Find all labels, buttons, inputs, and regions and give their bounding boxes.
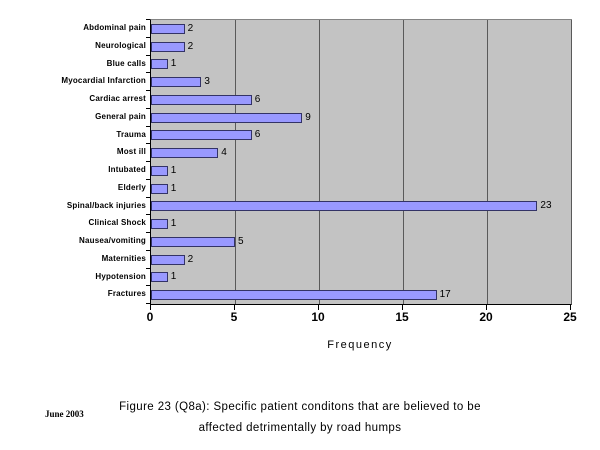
x-axis-tick: [234, 304, 235, 310]
bar: [151, 112, 302, 123]
figure-caption-line2: affected detrimentally by road humps: [198, 422, 402, 434]
x-axis-tick: [570, 304, 571, 310]
y-axis-tick: [146, 268, 150, 269]
category-label: Hypotension: [95, 271, 146, 281]
x-axis-tick: [486, 304, 487, 310]
x-axis-tick: [150, 304, 151, 310]
x-axis-tick-label: 20: [479, 310, 493, 324]
gridline: [570, 20, 572, 304]
bar: [151, 94, 252, 105]
bar: [151, 165, 168, 176]
y-axis-tick: [146, 250, 150, 251]
y-axis-tick: [146, 197, 150, 198]
gridline: [234, 20, 236, 304]
x-axis-tick-label: 5: [230, 310, 238, 324]
category-label: Clinical Shock: [88, 218, 146, 228]
y-axis-tick: [146, 179, 150, 180]
category-label: Fractures: [107, 289, 146, 299]
y-axis-tick: [146, 303, 150, 304]
value-label: 1: [170, 218, 177, 230]
category-label: Intubated: [108, 165, 146, 174]
bar: [151, 201, 537, 212]
value-label: 5: [238, 235, 244, 247]
bar: [151, 290, 437, 301]
category-label: Spinal/back injuries: [66, 200, 146, 210]
bar: [151, 254, 185, 265]
category-axis: Abdominal pain Neurological Blue calls Myoc…: [0, 19, 146, 303]
y-axis-tick: [146, 37, 150, 38]
value-label: 17: [439, 289, 451, 301]
value-label: 2: [187, 22, 194, 34]
category-label: General pain: [95, 111, 146, 121]
category-label: Nausea/vomiting: [78, 236, 146, 245]
value-label: 3: [204, 76, 210, 88]
category-label: Maternities: [101, 253, 146, 263]
category-label: Most ill: [116, 147, 146, 157]
category-label: Elderly: [117, 182, 146, 192]
value-label: 9: [305, 111, 311, 123]
y-axis-tick: [146, 72, 150, 73]
y-axis-tick: [146, 161, 150, 162]
y-axis-tick: [146, 285, 150, 286]
value-label: 2: [187, 253, 194, 265]
gridline: [318, 20, 320, 304]
y-axis-tick: [146, 90, 150, 91]
value-label: 1: [170, 164, 177, 176]
x-axis-tick-label: 0: [146, 310, 154, 324]
y-axis-tick: [146, 214, 150, 215]
category-label: Neurological: [95, 40, 146, 50]
bar: [151, 77, 201, 88]
bar: [151, 130, 252, 141]
value-label: 6: [254, 93, 261, 105]
y-axis-tick: [146, 19, 150, 20]
category-label: Abdominal pain: [83, 23, 146, 32]
category-label: Cardiac arrest: [89, 94, 146, 103]
value-label: 23: [540, 200, 552, 212]
bar: [151, 219, 168, 230]
figure-caption-line1: Figure 23 (Q8a): Specific patient condit…: [119, 401, 481, 413]
category-label: Myocardial Infarction: [61, 76, 146, 86]
x-axis-tick-label: 15: [395, 310, 409, 324]
y-axis-tick: [146, 126, 150, 127]
value-label: 6: [254, 129, 261, 141]
bar: [151, 236, 235, 247]
value-label: 1: [170, 182, 177, 194]
gridline: [402, 20, 404, 304]
bar: [151, 59, 168, 70]
category-label: Blue calls: [106, 58, 146, 68]
gridline: [486, 20, 488, 304]
x-axis-tick: [318, 304, 319, 310]
x-axis-title: Frequency: [327, 339, 393, 351]
bar: [151, 41, 185, 52]
value-label: 4: [221, 147, 227, 159]
y-axis-tick: [146, 55, 150, 56]
x-axis-tick: [402, 304, 403, 310]
bar: [151, 148, 218, 159]
value-label: 2: [187, 40, 194, 52]
plot-area: 2 2 1 3 6 9 6 4 1 1 23 1 5 2 1 17: [150, 19, 572, 305]
figure-caption: Figure 23 (Q8a): Specific patient condit…: [0, 397, 600, 439]
value-label: 1: [170, 58, 177, 70]
category-label: Trauma: [116, 129, 146, 139]
y-axis-tick: [146, 232, 150, 233]
date-footnote: June 2003: [45, 409, 84, 419]
bar: [151, 23, 185, 34]
value-label: 1: [170, 271, 177, 283]
bar: [151, 183, 168, 194]
y-axis-tick: [146, 108, 150, 109]
y-axis-tick: [146, 143, 150, 144]
x-axis-tick-label: 10: [311, 310, 325, 324]
bar: [151, 272, 168, 283]
x-axis-tick-label: 25: [563, 310, 577, 324]
